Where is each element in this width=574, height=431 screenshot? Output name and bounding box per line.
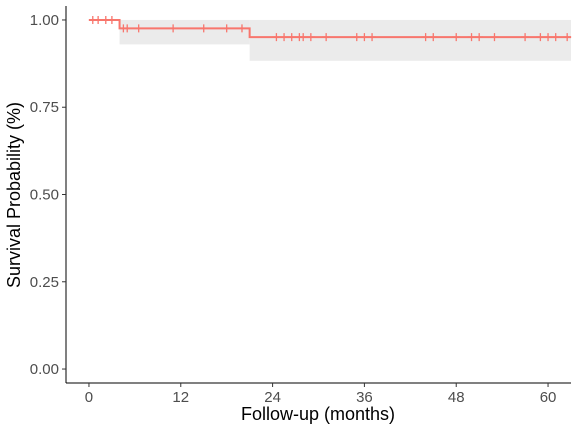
censor-mark — [563, 33, 572, 42]
y-ticks-group: 0.00 0.25 0.50 0.75 1.00 — [30, 12, 66, 378]
censor-mark — [123, 24, 132, 33]
x-tick-label: 0 — [85, 389, 93, 406]
x-tick-label: 24 — [264, 389, 281, 406]
x-ticks-group: 0 12 24 36 48 60 — [85, 383, 557, 406]
censor-mark — [280, 33, 289, 42]
y-axis-title: Survival Probability (%) — [4, 102, 24, 288]
censor-mark — [107, 15, 116, 24]
censor-mark — [352, 33, 361, 42]
confidence-band-segment — [119, 19, 250, 45]
censor-mark — [521, 33, 530, 42]
censor-mark — [322, 33, 331, 42]
censor-mark — [306, 33, 315, 42]
confidence-band-group — [119, 19, 572, 61]
x-axis-title: Follow-up (months) — [241, 404, 395, 424]
y-tick-label: 0.25 — [30, 274, 59, 291]
censor-mark — [551, 33, 560, 42]
censor-mark — [467, 33, 476, 42]
confidence-band-segment — [249, 19, 572, 61]
x-tick-label: 36 — [356, 389, 373, 406]
censor-mark — [490, 33, 499, 42]
censor-mark — [368, 33, 377, 42]
y-tick-label: 1.00 — [30, 12, 59, 29]
censor-mark — [429, 33, 438, 42]
censor-mark — [94, 15, 103, 24]
y-tick-label: 0.00 — [30, 361, 59, 378]
censor-mark — [475, 33, 484, 42]
censor-mark — [287, 33, 296, 42]
censor-mark — [222, 24, 231, 33]
censor-mark — [169, 24, 178, 33]
x-tick-label: 12 — [172, 389, 189, 406]
censor-mark — [299, 33, 308, 42]
censor-mark — [544, 33, 553, 42]
x-tick-label: 48 — [448, 389, 465, 406]
x-tick-label: 60 — [540, 389, 557, 406]
censor-mark — [272, 33, 281, 42]
censor-mark — [452, 33, 461, 42]
y-tick-label: 0.50 — [30, 187, 59, 204]
censor-mark — [199, 24, 208, 33]
censor-mark — [421, 33, 430, 42]
censor-mark — [237, 24, 246, 33]
censor-mark — [134, 24, 143, 33]
censor-mark — [360, 33, 369, 42]
censor-mark — [536, 33, 545, 42]
y-tick-label: 0.75 — [30, 99, 59, 116]
censor-marks-group — [88, 15, 572, 42]
